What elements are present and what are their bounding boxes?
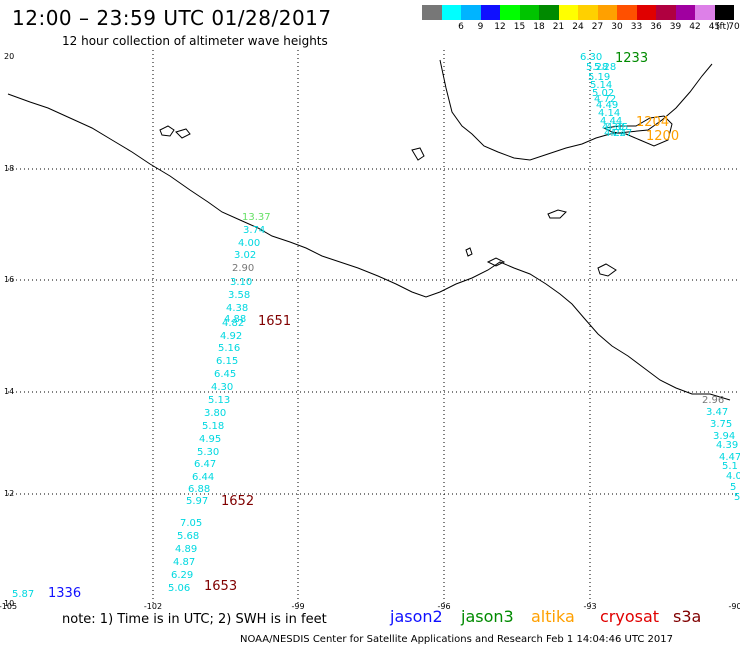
longitude-label: -105 <box>0 602 17 611</box>
wave-height-label: 5.16 <box>218 343 240 354</box>
wave-height-label: 5.68 <box>177 531 199 542</box>
wave-height-label: 4.39 <box>716 440 738 451</box>
wave-height-label: 6.88 <box>188 484 210 495</box>
wave-height-label: 4.82 <box>222 318 244 329</box>
wave-height-label: 3.75 <box>710 419 732 430</box>
wave-height-label: 4.0 <box>726 471 740 482</box>
wave-height-label: 5 <box>734 492 740 503</box>
wave-height-label: 3.02 <box>234 250 256 261</box>
longitude-label: -93 <box>583 602 596 611</box>
pass-time-label: 1652 <box>221 494 254 509</box>
satellite-legend-jason3: jason3 <box>461 607 514 626</box>
satellite-legend-s3a: s3a <box>673 607 701 626</box>
wave-height-label: 5.30 <box>197 447 219 458</box>
wave-height-label: 2.90 <box>232 263 254 274</box>
satellite-legend-altika: altika <box>531 607 575 626</box>
wave-height-label: 6.15 <box>216 356 238 367</box>
wave-height-label: 7.05 <box>180 518 202 529</box>
wave-height-label: 4.89 <box>175 544 197 555</box>
pass-time-label: 1651 <box>258 314 291 329</box>
latitude-label: 12 <box>4 489 14 498</box>
longitude-label: -90 <box>728 602 740 611</box>
satellite-legend-jason2: jason2 <box>390 607 443 626</box>
pass-time-label: 1204 <box>636 115 669 130</box>
wave-height-label: 13.37 <box>242 212 271 223</box>
pass-time-label: 1233 <box>615 51 648 66</box>
wave-height-label: 6.44 <box>192 472 214 483</box>
islands <box>160 126 616 276</box>
wave-height-label: 4.95 <box>199 434 221 445</box>
latitude-label: 16 <box>4 275 14 284</box>
wave-height-label: 4.27 <box>610 128 632 139</box>
wave-height-label: 3.58 <box>228 290 250 301</box>
credit-line: NOAA/NESDIS Center for Satellite Applica… <box>240 634 673 645</box>
wave-height-label: 5.97 <box>186 496 208 507</box>
latitude-label: 14 <box>4 387 14 396</box>
wave-height-label: 6.47 <box>194 459 216 470</box>
note-text: note: 1) Time is in UTC; 2) SWH is in fe… <box>62 612 327 627</box>
pass-time-label: 1200 <box>646 129 679 144</box>
satellite-legend-cryosat: cryosat <box>600 607 659 626</box>
wave-height-label: 5.18 <box>202 421 224 432</box>
wave-height-label: 5.06 <box>168 583 190 594</box>
wave-height-label: 6.45 <box>214 369 236 380</box>
wave-height-label: 3.47 <box>706 407 728 418</box>
wave-height-label: 5.13 <box>208 395 230 406</box>
latitude-label: 18 <box>4 164 14 173</box>
wave-height-label: 4.87 <box>173 557 195 568</box>
wave-height-label: 3.74 <box>243 225 265 236</box>
wave-height-label: 5.87 <box>12 589 34 600</box>
wave-height-label: 3.10 <box>230 277 252 288</box>
longitude-label: -102 <box>144 602 162 611</box>
wave-height-label: 4.92 <box>220 331 242 342</box>
wave-height-labels: 13.373.744.003.022.903.103.584.384.884.8… <box>12 51 740 601</box>
wave-height-label: 4.00 <box>238 238 260 249</box>
longitude-label: -99 <box>291 602 304 611</box>
wave-height-label: 2.96 <box>702 395 724 406</box>
wave-height-label: 3.80 <box>204 408 226 419</box>
latitude-label: 20 <box>4 52 14 61</box>
coastline-mexico-pacific <box>8 94 730 400</box>
wave-height-label: 6.29 <box>171 570 193 581</box>
wave-height-label: 4.30 <box>211 382 233 393</box>
pass-time-label: 1653 <box>204 579 237 594</box>
pass-time-label: 1336 <box>48 586 81 601</box>
coastline-gulf <box>440 60 712 160</box>
wave-height-label: 4.38 <box>226 303 248 314</box>
